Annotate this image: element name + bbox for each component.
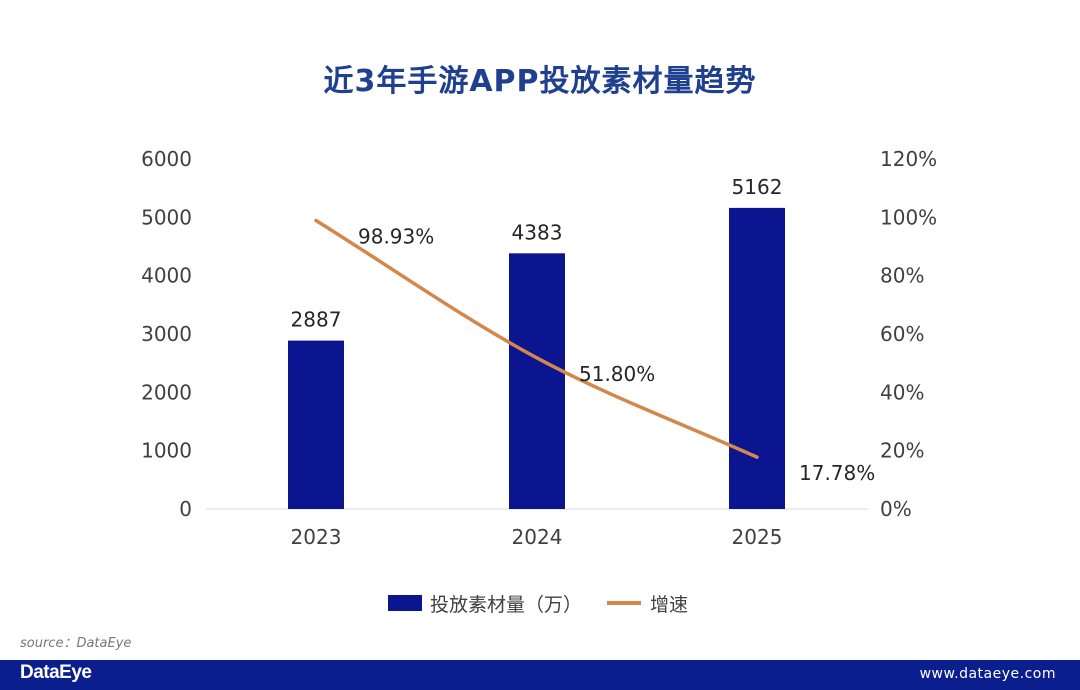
y-right-tick-label: 120%: [880, 147, 937, 171]
bar-data-label: 4383: [512, 220, 563, 244]
y-left-tick-label: 2000: [141, 380, 192, 404]
y-left-tick-label: 5000: [141, 205, 192, 229]
y-right-tick-label: 80%: [880, 264, 924, 288]
line-data-label: 51.80%: [579, 362, 655, 386]
combo-chart: 0 1000 2000 3000 4000 5000 6000 0% 20% 40% 60% 80% 1…: [141, 147, 937, 616]
bar-data-label: 5162: [732, 175, 783, 199]
x-tick-label: 2024: [512, 525, 563, 549]
chart-title: 近3年手游APP投放素材量趋势: [323, 64, 757, 99]
y-right-tick-label: 100%: [880, 205, 937, 229]
growth-line: [314, 218, 759, 459]
y-left-tick-label: 4000: [141, 264, 192, 288]
legend-bar-label: 投放素材量（万）: [430, 594, 582, 616]
line-data-label: 98.93%: [358, 224, 434, 248]
brand-logo: DataEye: [20, 662, 92, 683]
bar: [509, 253, 565, 509]
legend-line-label: 增速: [650, 594, 688, 616]
y-right-tick-label: 40%: [880, 380, 924, 404]
website-url: www.dataeye.com: [919, 666, 1056, 682]
bar-data-label: 2887: [291, 308, 342, 332]
y-right-tick-label: 20%: [880, 439, 924, 463]
footer-bar: DataEye www.dataeye.com: [0, 660, 1080, 690]
legend-bar-swatch: [388, 595, 422, 611]
y-right-tick-label: 0%: [880, 497, 912, 521]
bar: [288, 340, 344, 509]
y-right-tick-label: 60%: [880, 322, 924, 346]
y-left-tick-label: 3000: [141, 322, 192, 346]
source-note: source：DataEye: [20, 636, 132, 651]
y-left-tick-label: 1000: [141, 439, 192, 463]
line-data-label: 17.78%: [799, 461, 875, 485]
x-tick-label: 2025: [732, 525, 783, 549]
x-tick-label: 2023: [291, 525, 342, 549]
y-left-tick-label: 0: [179, 497, 192, 521]
y-left-tick-label: 6000: [141, 147, 192, 171]
bar: [729, 207, 785, 509]
